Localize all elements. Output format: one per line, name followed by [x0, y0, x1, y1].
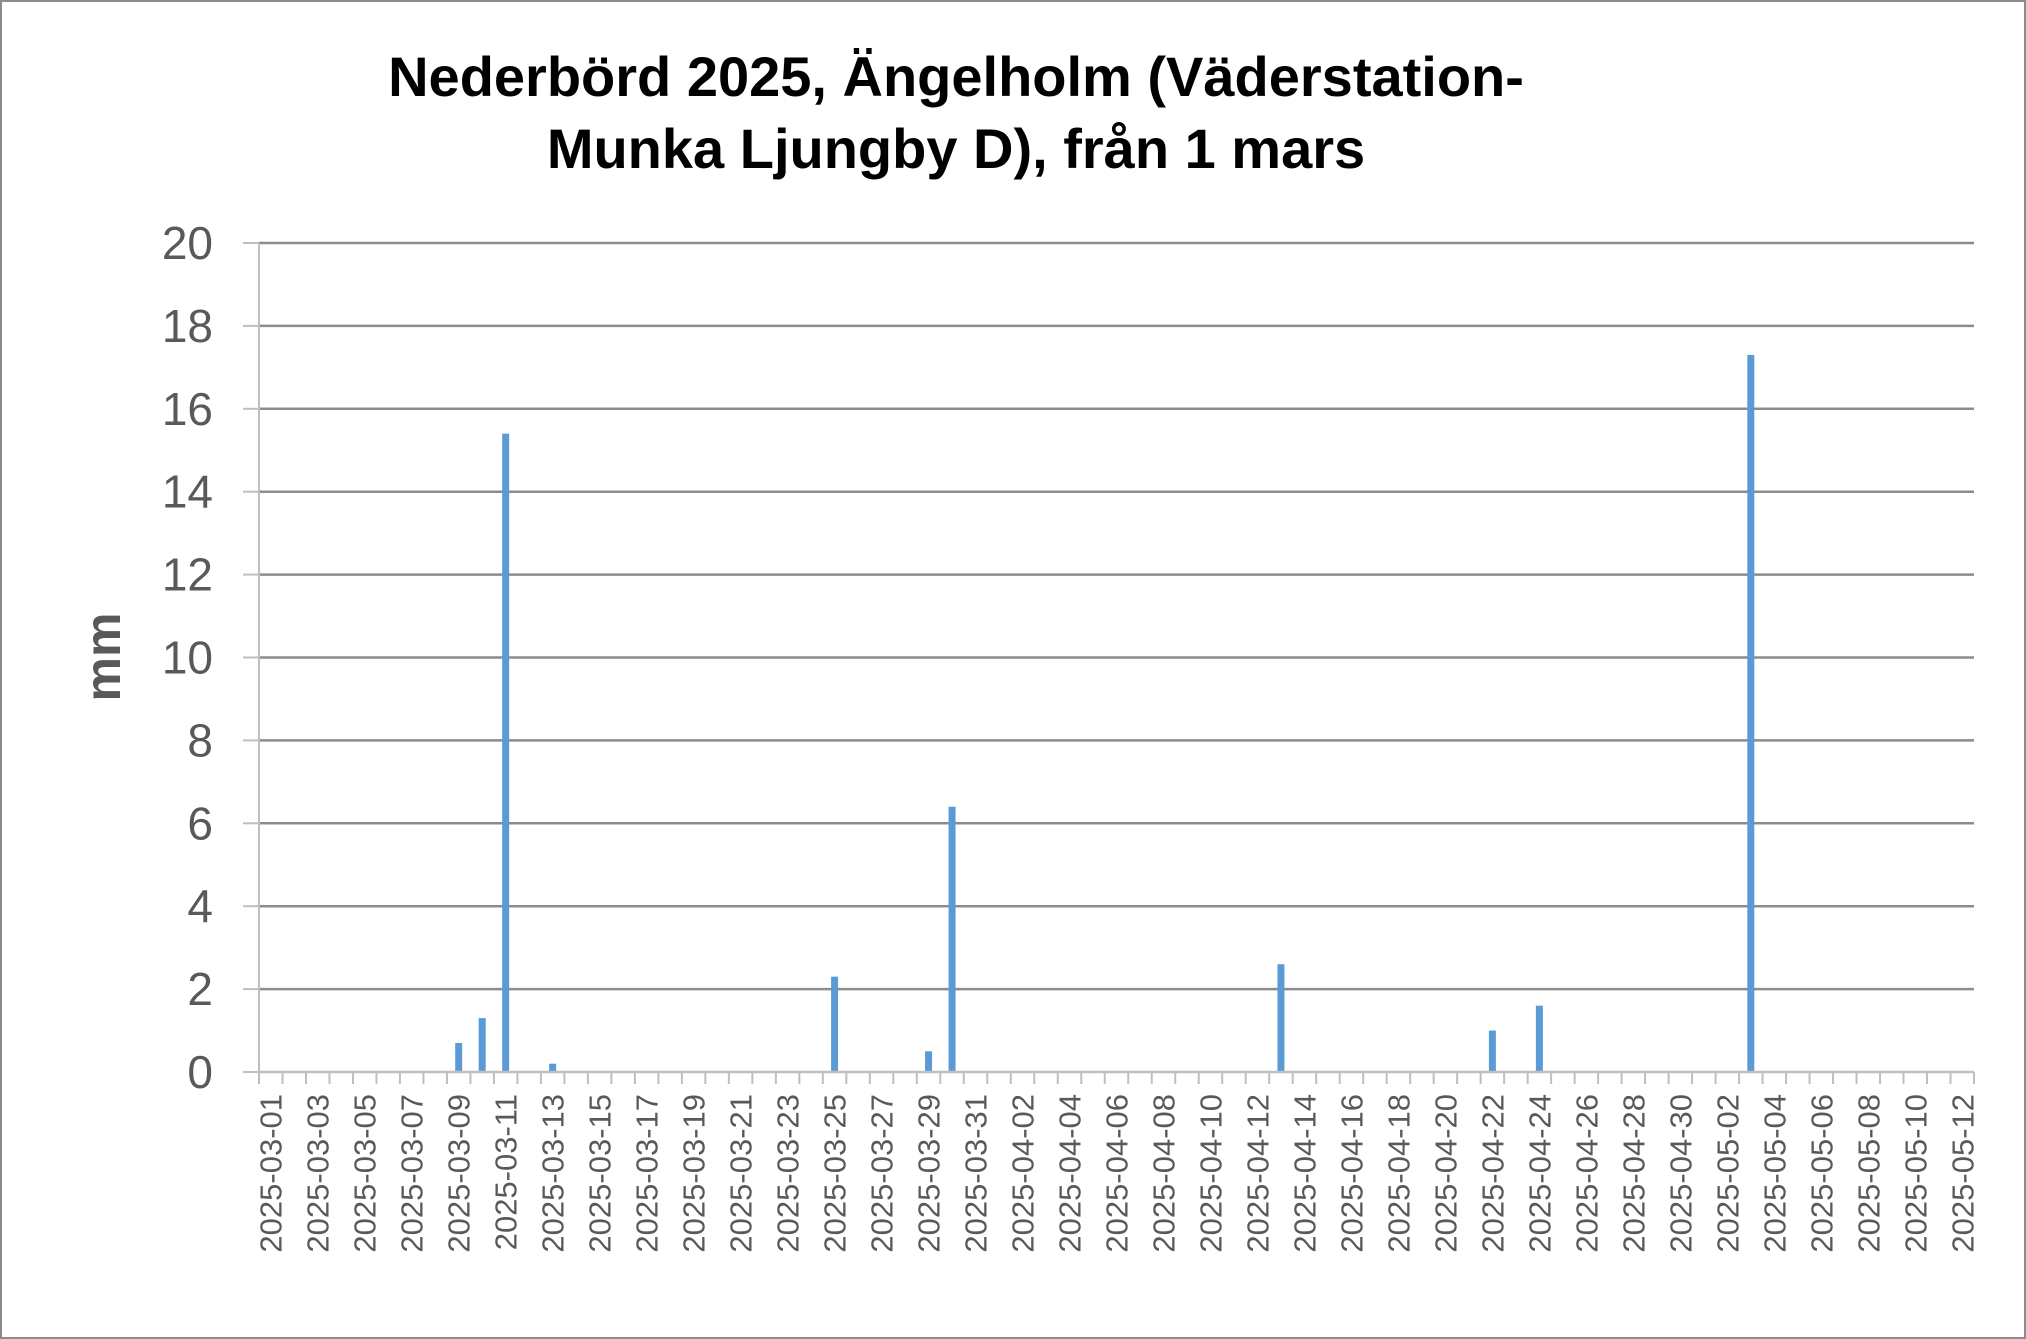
- bar-2025-03-13: [549, 1063, 557, 1072]
- bar-2025-03-11: [502, 433, 510, 1072]
- bar-2025-04-24: [1535, 1005, 1543, 1072]
- y-tick-labels: 0 2 4 6 8 10 12 14 16 18 20: [162, 217, 213, 1098]
- bar-2025-03-30: [948, 806, 956, 1072]
- chart-title: Nederbörd 2025, Ängelholm (Väderstation-…: [388, 45, 1524, 180]
- y-tick-label-10: 10: [162, 632, 213, 684]
- y-tick-label-14: 14: [162, 466, 213, 518]
- y-axis-label: mm: [75, 613, 131, 702]
- x-tick-label-2025-04-22: 2025-04-22: [1475, 1094, 1510, 1253]
- x-tick-label-2025-03-13: 2025-03-13: [536, 1094, 571, 1253]
- x-tick-label-2025-03-21: 2025-03-21: [724, 1094, 759, 1253]
- x-tick-label-2025-03-15: 2025-03-15: [583, 1094, 618, 1253]
- x-tick-label-2025-05-12: 2025-05-12: [1945, 1094, 1980, 1253]
- y-tick-label-20: 20: [162, 217, 213, 269]
- y-tick-label-18: 18: [162, 300, 213, 352]
- x-tick-label-2025-05-02: 2025-05-02: [1710, 1094, 1745, 1253]
- x-tick-label-2025-04-24: 2025-04-24: [1522, 1094, 1557, 1253]
- x-tick-label-2025-04-18: 2025-04-18: [1381, 1094, 1416, 1253]
- x-tick-label-2025-04-16: 2025-04-16: [1334, 1094, 1369, 1253]
- x-tick-label-2025-03-17: 2025-03-17: [630, 1094, 665, 1253]
- chart-title-line-1: Nederbörd 2025, Ängelholm (Väderstation-: [388, 45, 1524, 108]
- x-tick-label-2025-03-05: 2025-03-05: [348, 1094, 383, 1253]
- x-tick-label-2025-03-23: 2025-03-23: [771, 1094, 806, 1253]
- x-tick-label-2025-04-04: 2025-04-04: [1053, 1094, 1088, 1253]
- x-tick-label-2025-03-11: 2025-03-11: [489, 1094, 524, 1250]
- x-tick-label-2025-03-27: 2025-03-27: [865, 1094, 900, 1253]
- y-tick-label-16: 16: [162, 383, 213, 435]
- x-tick-label-2025-03-03: 2025-03-03: [301, 1094, 336, 1253]
- y-tick-label-0: 0: [187, 1046, 213, 1098]
- chart-title-line-2: Munka Ljungby D), från 1 mars: [547, 117, 1365, 180]
- x-tick-label-2025-04-20: 2025-04-20: [1428, 1094, 1463, 1253]
- x-tick-label-2025-04-26: 2025-04-26: [1569, 1094, 1604, 1253]
- x-tick-label-2025-03-09: 2025-03-09: [442, 1094, 477, 1253]
- x-tick-label-2025-03-19: 2025-03-19: [677, 1094, 712, 1253]
- y-tick-label-4: 4: [187, 880, 213, 932]
- y-tick-label-2: 2: [187, 963, 213, 1015]
- bar-2025-04-13: [1277, 964, 1285, 1072]
- x-tick-label-2025-03-25: 2025-03-25: [818, 1094, 853, 1253]
- x-tick-label-2025-04-28: 2025-04-28: [1616, 1094, 1651, 1253]
- x-tick-label-2025-05-08: 2025-05-08: [1851, 1094, 1886, 1253]
- y-tick-label-6: 6: [187, 797, 213, 849]
- x-tick-label-2025-04-14: 2025-04-14: [1287, 1094, 1322, 1253]
- bar-2025-03-25: [831, 976, 839, 1072]
- x-tick-label-2025-05-06: 2025-05-06: [1804, 1094, 1839, 1253]
- x-tick-label-2025-04-08: 2025-04-08: [1146, 1094, 1181, 1253]
- bar-2025-03-09: [455, 1042, 463, 1072]
- bar-2025-05-03: [1747, 354, 1755, 1072]
- x-tick-label-2025-03-07: 2025-03-07: [395, 1094, 430, 1253]
- x-tick-label-2025-03-31: 2025-03-31: [959, 1094, 994, 1253]
- x-tick-label-2025-04-30: 2025-04-30: [1663, 1094, 1698, 1253]
- bar-2025-03-29: [925, 1051, 933, 1072]
- x-axis: [258, 1070, 1975, 1084]
- bars: [455, 354, 1755, 1072]
- x-tick-label-2025-05-10: 2025-05-10: [1898, 1094, 1933, 1253]
- x-tick-label-2025-04-12: 2025-04-12: [1240, 1094, 1275, 1253]
- x-tick-label-2025-04-02: 2025-04-02: [1006, 1094, 1041, 1253]
- x-tick-label-2025-03-01: 2025-03-01: [254, 1094, 289, 1253]
- x-tick-label-2025-05-04: 2025-05-04: [1757, 1094, 1792, 1253]
- x-tick-labels: 2025-03-01 2025-03-03 2025-03-05 2025-03-07…: [254, 1094, 1981, 1253]
- bar-2025-04-22: [1488, 1030, 1496, 1072]
- x-tick-label-2025-03-29: 2025-03-29: [912, 1094, 947, 1253]
- y-tick-label-12: 12: [162, 549, 213, 601]
- bar-2025-03-10: [478, 1018, 486, 1072]
- gridlines: [243, 241, 1974, 1073]
- x-tick-label-2025-04-10: 2025-04-10: [1193, 1094, 1228, 1253]
- x-tick-label-2025-04-06: 2025-04-06: [1100, 1094, 1135, 1253]
- y-tick-label-8: 8: [187, 714, 213, 766]
